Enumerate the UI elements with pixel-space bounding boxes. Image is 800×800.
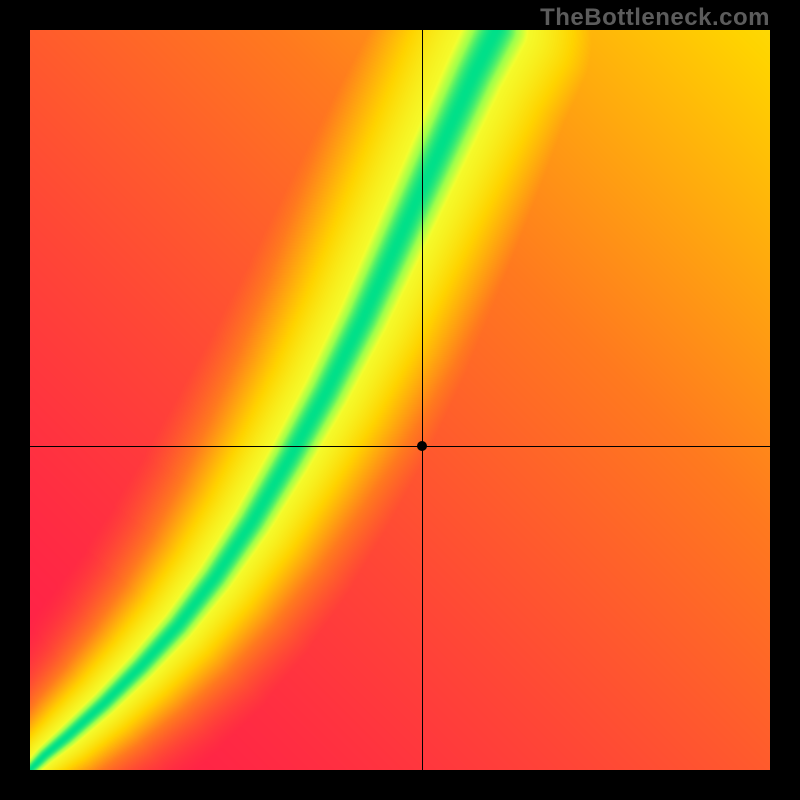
- crosshair-vertical: [422, 30, 423, 770]
- watermark-text: TheBottleneck.com: [540, 4, 770, 32]
- heatmap-canvas: [30, 30, 770, 770]
- crosshair-horizontal: [30, 446, 770, 447]
- page-root: TheBottleneck.com: [0, 0, 800, 800]
- bottleneck-heatmap: [30, 30, 770, 770]
